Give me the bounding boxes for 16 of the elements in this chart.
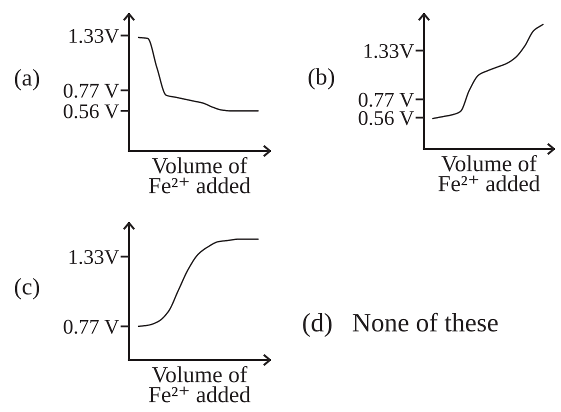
y-tick-label: 0.56 V — [64, 104, 120, 118]
x-axis-title: Volume of Fe²⁺ added — [148, 366, 250, 402]
y-tick-label: 0.77 V — [358, 92, 414, 107]
y-tick-label: 0.77 V — [64, 320, 120, 334]
text: (a) — [14, 69, 40, 90]
y-tick-label: 0.77 V — [64, 84, 120, 98]
y-tick-label: 1.33V — [364, 44, 414, 58]
text: (c) — [14, 278, 40, 300]
x-axis-title: Volume of Fe²⁺ added — [438, 155, 540, 192]
y-tick-label: 1.33V — [70, 28, 120, 44]
text: (b) — [308, 68, 334, 90]
y-tick-label: 1.33V — [70, 250, 120, 264]
text: None of these — [352, 312, 498, 332]
y-tick-label: 0.56 V — [358, 111, 414, 126]
text: (d) — [303, 313, 332, 337]
x-axis-title: Volume of Fe²⁺ added — [148, 157, 250, 194]
